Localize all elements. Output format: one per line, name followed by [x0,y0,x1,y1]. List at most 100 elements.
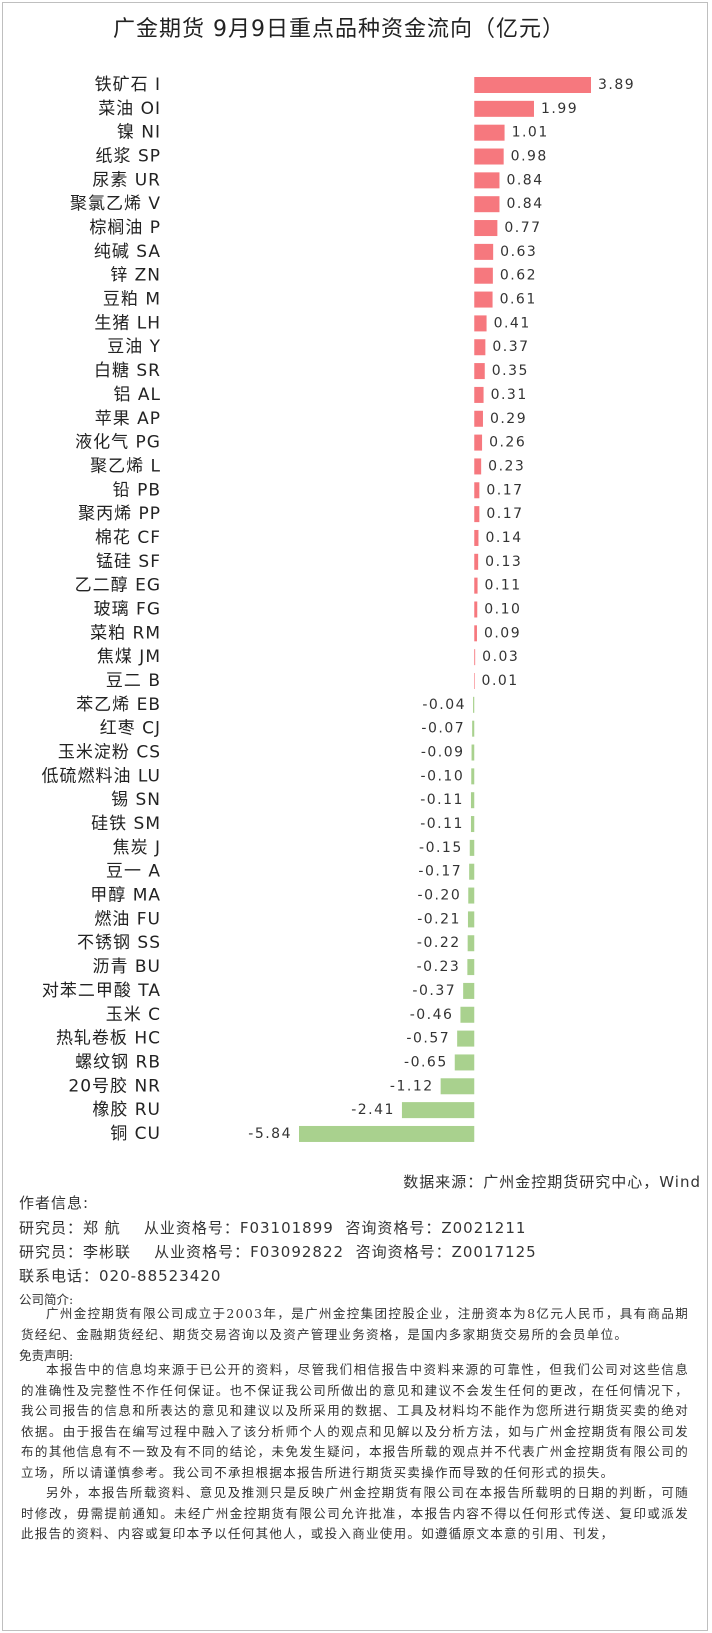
bar [474,577,478,594]
value-label: 0.10 [484,601,521,617]
value-label: 0.41 [494,315,531,331]
value-label: -0.11 [420,816,464,832]
bar [474,601,478,618]
category-label: 聚氯乙烯 V [70,194,161,214]
value-label: 0.13 [485,554,522,570]
category-label: 液化气 PG [75,433,161,453]
value-label: -0.11 [420,792,464,808]
bar [474,315,487,332]
bar [474,673,475,689]
bar [440,1078,475,1095]
category-label: 焦煤 JM [97,647,161,667]
category-label: 燃油 FU [94,909,161,929]
value-label: -0.65 [404,1054,448,1070]
bar [474,100,534,117]
intro-heading: 公司简介: [19,1292,74,1307]
category-label: 硅铁 SM [91,814,161,834]
category-label: 甲醇 MA [90,886,161,906]
value-label: -0.10 [421,768,465,784]
value-label: 0.77 [504,220,541,236]
author: 研究员：李彬联 从业资格号：F03092822 咨询资格号：Z0017125 [19,1243,537,1261]
category-label: 锌 ZN [110,266,161,286]
bar [469,863,475,880]
category-label: 聚乙烯 L [90,456,161,476]
category-label: 螺纹钢 RB [75,1052,161,1072]
value-label: -0.22 [417,935,461,951]
chart-title: 广金期货 9月9日重点品种资金流向（亿元） [113,17,565,42]
bar [467,935,475,952]
category-label: 苯乙烯 EB [76,695,161,715]
value-label: 0.62 [500,268,537,284]
category-label: 玉米 C [106,1005,161,1025]
disclaimer: 本报告中的信息均来源于已公开的资料，尽管我们相信报告中资料来源的可靠性，但我们公… [21,1362,689,1480]
category-label: 铜 CU [110,1124,161,1144]
category-label: 豆油 Y [107,337,161,357]
bar [474,220,498,237]
bar [463,982,475,999]
category-label: 聚丙烯 PP [78,504,161,524]
category-label: 不锈钢 SS [77,933,161,953]
category-label: 纯碱 SA [94,242,161,262]
category-label: 低硫燃料油 LU [42,766,161,786]
bar [474,529,479,546]
value-label: 0.37 [492,339,529,355]
value-label: 0.29 [490,411,527,427]
category-label: 生猪 LH [94,313,161,333]
category-label: 锡 SN [111,790,161,810]
value-label: -0.23 [417,959,461,975]
category-label: 白糖 SR [94,361,161,381]
bar [474,410,483,427]
value-label: 3.89 [598,77,635,93]
value-label: 0.09 [484,625,521,641]
bar [460,1006,475,1023]
value-label: -0.46 [410,1007,454,1023]
category-label: 锰硅 SF [96,552,161,572]
bar [467,959,475,976]
value-label: 0.14 [485,530,522,546]
category-label: 铝 AL [113,385,161,405]
bar [474,649,476,666]
bar [474,458,482,475]
bar [474,148,504,165]
value-label: -2.41 [351,1102,395,1118]
bar [299,1125,475,1142]
category-label: 苹果 AP [95,409,161,429]
category-label: 豆一 A [106,862,161,882]
value-label: -1.12 [390,1078,434,1094]
category-label: 玻璃 FG [94,599,161,619]
category-label: 铁矿石 I [95,75,161,95]
disclaimer-heading: 免责声明: [19,1348,74,1363]
author-heading: 作者信息: [19,1194,90,1212]
value-label: 0.17 [486,482,523,498]
value-label: 0.17 [486,506,523,522]
intro: 广州金控期货有限公司成立于2003年，是广州金控集团控股企业，注册资本为8亿元人… [21,1306,689,1342]
value-label: 0.98 [511,149,548,165]
bar [474,363,485,380]
bar [474,553,479,570]
category-label: 橡胶 RU [92,1100,161,1120]
bar [474,267,493,284]
category-label: 纸浆 SP [96,147,161,167]
value-label: -0.15 [419,840,463,856]
value-label: 0.23 [488,458,525,474]
category-label: 棕榈油 P [89,218,161,238]
bar [474,482,480,499]
disclaimer: 另外，本报告所载资料、意见及推测只是反映广州金控期货有限公司在本报告所载明的日期… [21,1485,689,1541]
value-label: 1.01 [512,125,549,141]
bar [470,792,475,809]
category-label: 尿素 UR [92,170,161,190]
bar [454,1054,475,1071]
value-label: 0.63 [500,244,537,260]
value-label: -0.17 [418,864,462,880]
bar [474,291,493,308]
bar [470,816,475,833]
bar [474,625,477,642]
bar [474,506,480,523]
bar [473,696,475,713]
category-label: 豆粕 M [103,290,161,310]
value-label: 0.61 [500,292,537,308]
value-label: 0.01 [482,673,519,689]
value-label: 0.26 [489,435,526,451]
bar [474,434,483,451]
